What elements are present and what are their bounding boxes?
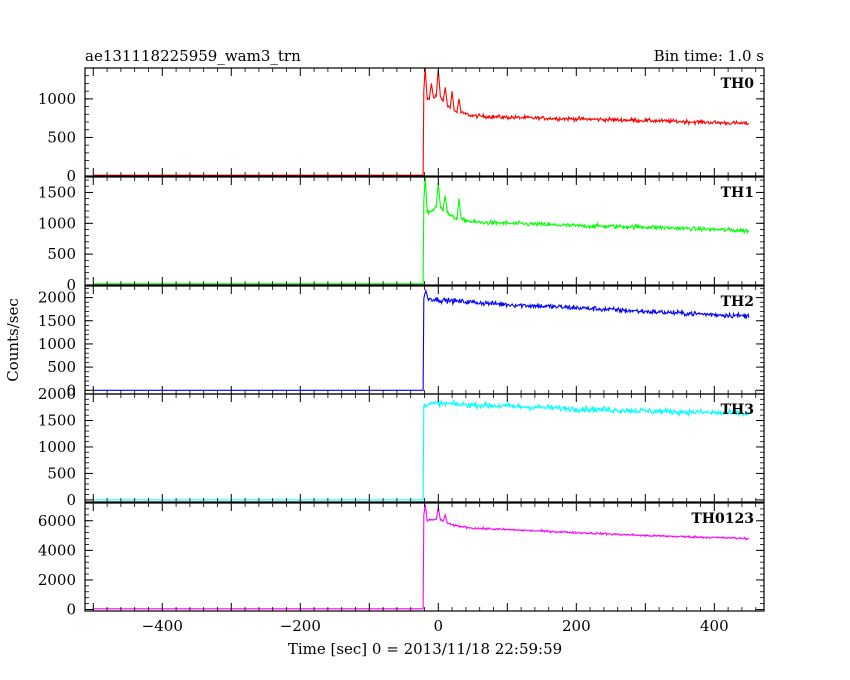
panel-th3: 0 500 1000 1500 2000 TH3	[38, 385, 765, 509]
panel-label: TH2	[721, 294, 754, 310]
x-tick-label: 400	[700, 617, 729, 635]
x-tick-label: −200	[280, 617, 321, 635]
y-tick-label: 1000	[38, 90, 76, 108]
bin-time-label: Bin time: 1.0 s	[654, 47, 764, 65]
y-tick-label: 500	[47, 358, 76, 376]
y-tick-label: 0	[66, 381, 76, 399]
y-tick-label: 1000	[38, 335, 76, 353]
y-tick-label: 0	[66, 601, 76, 619]
series-line-th0	[93, 68, 750, 176]
panel-frame	[84, 285, 765, 395]
y-tick-label: 500	[47, 245, 76, 263]
x-tick-label: 0	[434, 617, 444, 635]
y-tick-label: 2000	[38, 385, 76, 403]
x-axis: −400 −200 0 200 400	[142, 617, 729, 635]
y-tick-label: 2000	[38, 289, 76, 307]
panel-frame	[84, 393, 765, 503]
y-tick-label: 500	[47, 464, 76, 482]
panel-th0: 0 500 1000 TH0	[38, 67, 765, 185]
panel-label: TH0123	[691, 511, 754, 527]
series-line-th1	[93, 177, 750, 285]
panel-th2: 0 500 1000 1500 2000 TH2	[38, 285, 765, 399]
y-tick-label: 1500	[38, 183, 76, 201]
panel-th0123: 0 2000 4000 6000 TH0123	[38, 502, 765, 619]
y-tick-label: 2000	[38, 571, 76, 589]
panel-th1: 0 500 1000 1500 TH1	[38, 176, 765, 294]
panel-label: TH0	[721, 76, 755, 92]
panel-stack: 0 500 1000 TH0 0 500 1000 1500 TH1 0 500 1000 1500 20…	[38, 67, 765, 619]
y-axis-label: Counts/sec	[4, 298, 22, 382]
series-line-th0123	[93, 504, 749, 610]
y-tick-label: 1000	[38, 438, 76, 456]
series-line-th2	[93, 288, 750, 391]
panel-label: TH1	[721, 185, 754, 201]
x-axis-label: Time [sec] 0 = 2013/11/18 22:59:59	[288, 640, 562, 658]
y-tick-label: 1500	[38, 312, 76, 330]
chart-title: ae131118225959_wam3_trn	[85, 47, 301, 65]
y-tick-label: 500	[47, 128, 76, 146]
y-tick-label: 0	[66, 491, 76, 509]
panel-frame	[84, 502, 765, 612]
x-tick-label: 200	[562, 617, 591, 635]
y-tick-label: 1000	[38, 214, 76, 232]
y-tick-label: 1500	[38, 411, 76, 429]
y-tick-label: 0	[66, 276, 76, 294]
panel-label: TH3	[721, 402, 754, 418]
series-line-th3	[93, 399, 750, 501]
y-tick-label: 4000	[38, 541, 76, 559]
y-tick-label: 6000	[38, 512, 76, 530]
x-tick-label: −400	[142, 617, 183, 635]
y-tick-label: 0	[66, 167, 76, 185]
